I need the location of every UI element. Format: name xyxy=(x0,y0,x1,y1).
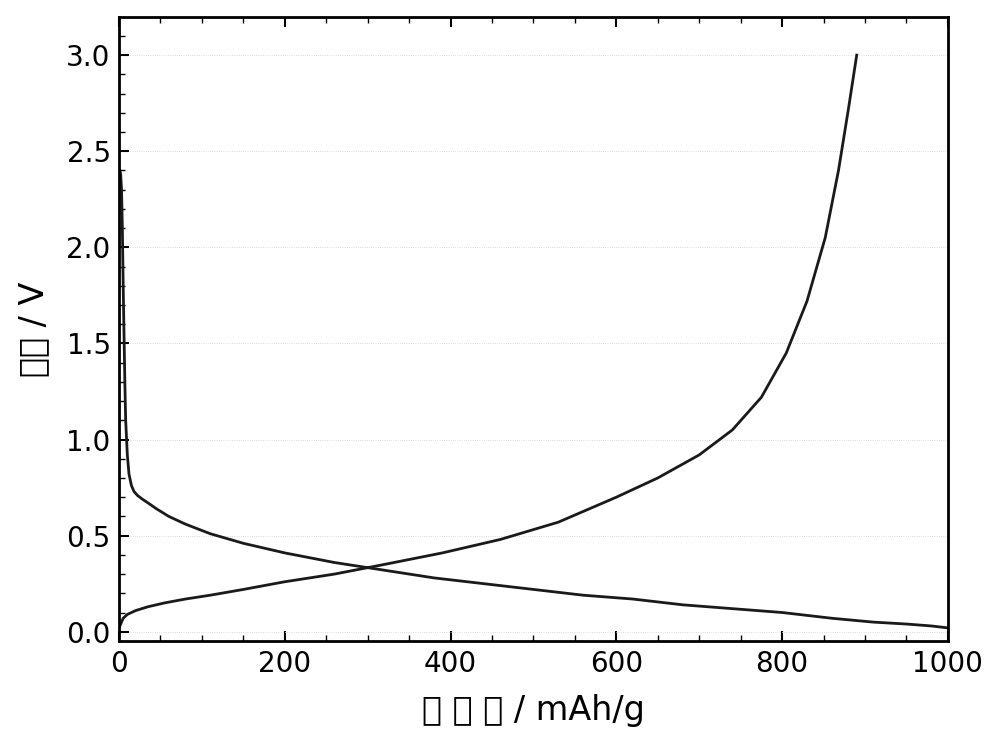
Y-axis label: 电压 / V: 电压 / V xyxy=(17,281,50,376)
X-axis label: 比 容 量 / mAh/g: 比 容 量 / mAh/g xyxy=(422,694,645,728)
